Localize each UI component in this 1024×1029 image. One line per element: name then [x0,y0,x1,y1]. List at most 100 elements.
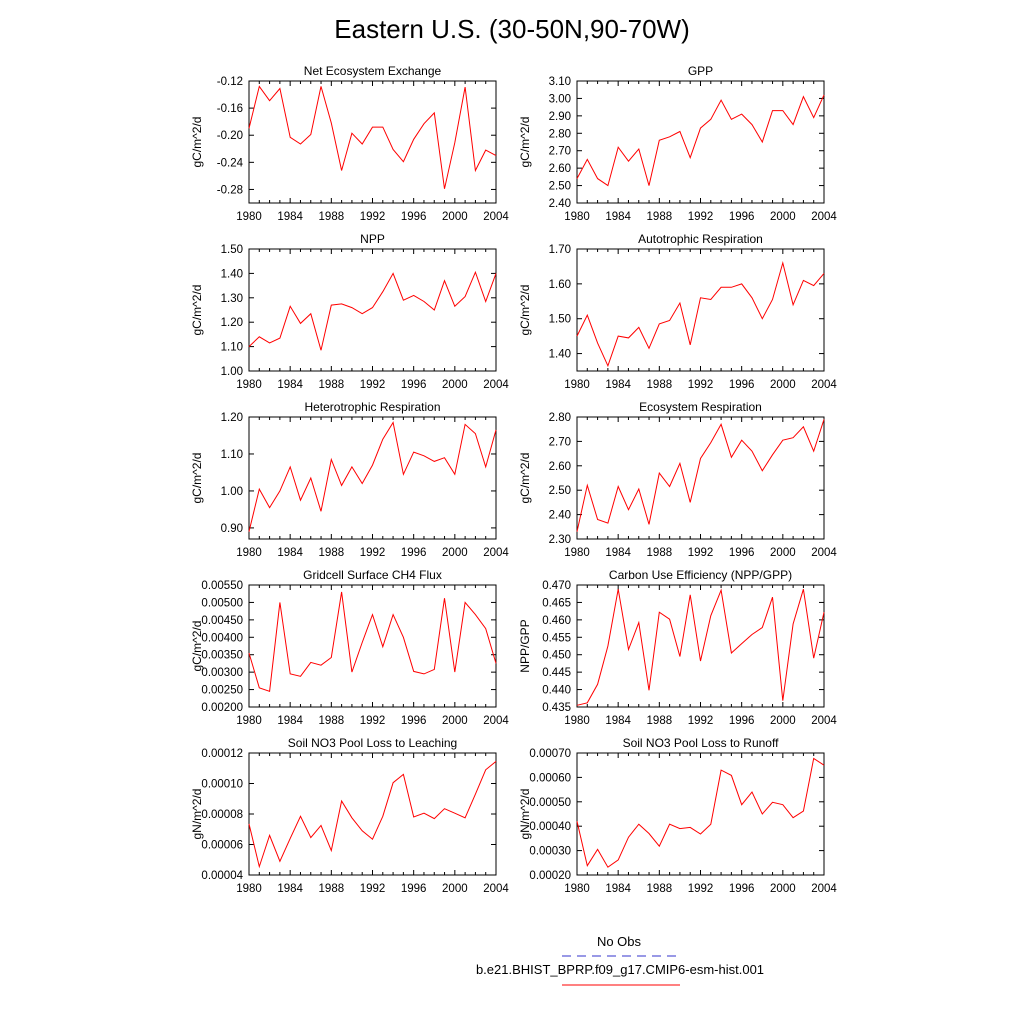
x-tick-label: 2004 [811,211,837,223]
data-point [762,627,763,628]
data-point [485,466,486,467]
data-point [751,634,752,635]
data-point [269,342,270,343]
data-point [372,839,373,840]
y-tick-label: 1.10 [221,342,243,354]
data-point [279,88,280,89]
chart-panel: GPP gC/m^2/d 1980 1984 1988 1992 1996 2000 2004 2… [518,64,837,223]
chart-panel: Soil NO3 Pool Loss to Leaching gN/m^2/d 19… [190,736,509,895]
data-point [659,473,660,474]
data-point [320,86,321,87]
y-tick-label: 3.10 [549,76,571,88]
data-point [731,287,732,288]
x-tick-label: 1992 [688,547,714,559]
data-point [392,273,393,274]
y-tick-label: 1.00 [221,366,243,378]
data-point [372,307,373,308]
data-point [413,452,414,453]
data-point [690,827,691,828]
data-point [331,850,332,851]
x-tick-label: 1996 [729,547,755,559]
y-tick-label: 1.00 [221,486,243,498]
data-point [803,96,804,97]
data-point [782,804,783,805]
x-tick-label: 1988 [319,715,345,727]
data-point [351,672,352,673]
series-line [576,260,825,368]
chart-panel: NPP gC/m^2/d 1980 1984 1988 1992 1996 2000 2004 1… [190,232,509,391]
series-line [576,94,825,187]
data-point [444,457,445,458]
data-point [248,652,249,653]
y-tick-label: 1.10 [221,449,243,461]
x-tick-label: 1992 [360,379,386,391]
y-tick-label: 1.20 [221,317,243,329]
x-tick-label: 1992 [360,547,386,559]
y-tick-label: 2.60 [549,461,571,473]
data-point [803,280,804,281]
data-point [772,597,773,598]
series-line [248,591,497,692]
data-point [362,483,363,484]
x-tick-label: 1988 [319,379,345,391]
data-point [403,637,404,638]
y-tick-label: 2.50 [549,181,571,193]
x-tick-label: 1984 [277,715,303,727]
data-point [465,424,466,425]
data-point [741,643,742,644]
data-point [382,126,383,127]
x-tick-label: 1996 [401,883,427,895]
chart-panel: Soil NO3 Pool Loss to Runoff gN/m^2/d 1980… [518,736,837,895]
y-tick-label: 0.470 [542,580,571,592]
data-point [259,488,260,489]
data-point [423,301,424,302]
x-tick-label: 2000 [770,715,796,727]
x-tick-label: 2000 [442,211,468,223]
data-point [434,669,435,670]
plot-frame [248,416,497,540]
y-axis-label: gC/m^2/d [190,453,204,504]
data-point [648,690,649,691]
x-tick-label: 2004 [811,547,837,559]
data-point [331,305,332,306]
data-point [465,296,466,297]
y-tick-label: 0.00300 [201,667,243,679]
data-point [310,477,311,478]
data-point [690,344,691,345]
data-point [700,833,701,834]
data-point [772,110,773,111]
x-tick-label: 1984 [277,379,303,391]
data-point [741,440,742,441]
y-tick-label: 1.70 [549,244,571,256]
data-point [813,658,814,659]
data-point [669,619,670,620]
data-point [597,343,598,344]
data-point [679,302,680,303]
data-point [710,299,711,300]
y-tick-label: 0.00400 [201,632,243,644]
data-point [628,161,629,162]
data-point [465,87,466,88]
data-point [762,141,763,142]
data-point [485,150,486,151]
data-point [823,612,824,613]
data-point [823,273,824,274]
data-point [382,816,383,817]
data-point [803,426,804,427]
chart-panel: Ecosystem Respiration gC/m^2/d 1980 1984 198… [518,400,837,559]
x-tick-label: 1988 [647,883,673,895]
data-point [618,859,619,860]
data-point [392,782,393,783]
data-point [434,112,435,113]
y-tick-label: 0.90 [221,523,243,535]
data-point [648,833,649,834]
x-tick-label: 1984 [605,547,631,559]
data-point [576,821,577,822]
data-point [648,524,649,525]
data-point [576,336,577,337]
data-point [597,849,598,850]
data-point [485,628,486,629]
data-point [454,306,455,307]
data-point [741,114,742,115]
data-point [351,307,352,308]
